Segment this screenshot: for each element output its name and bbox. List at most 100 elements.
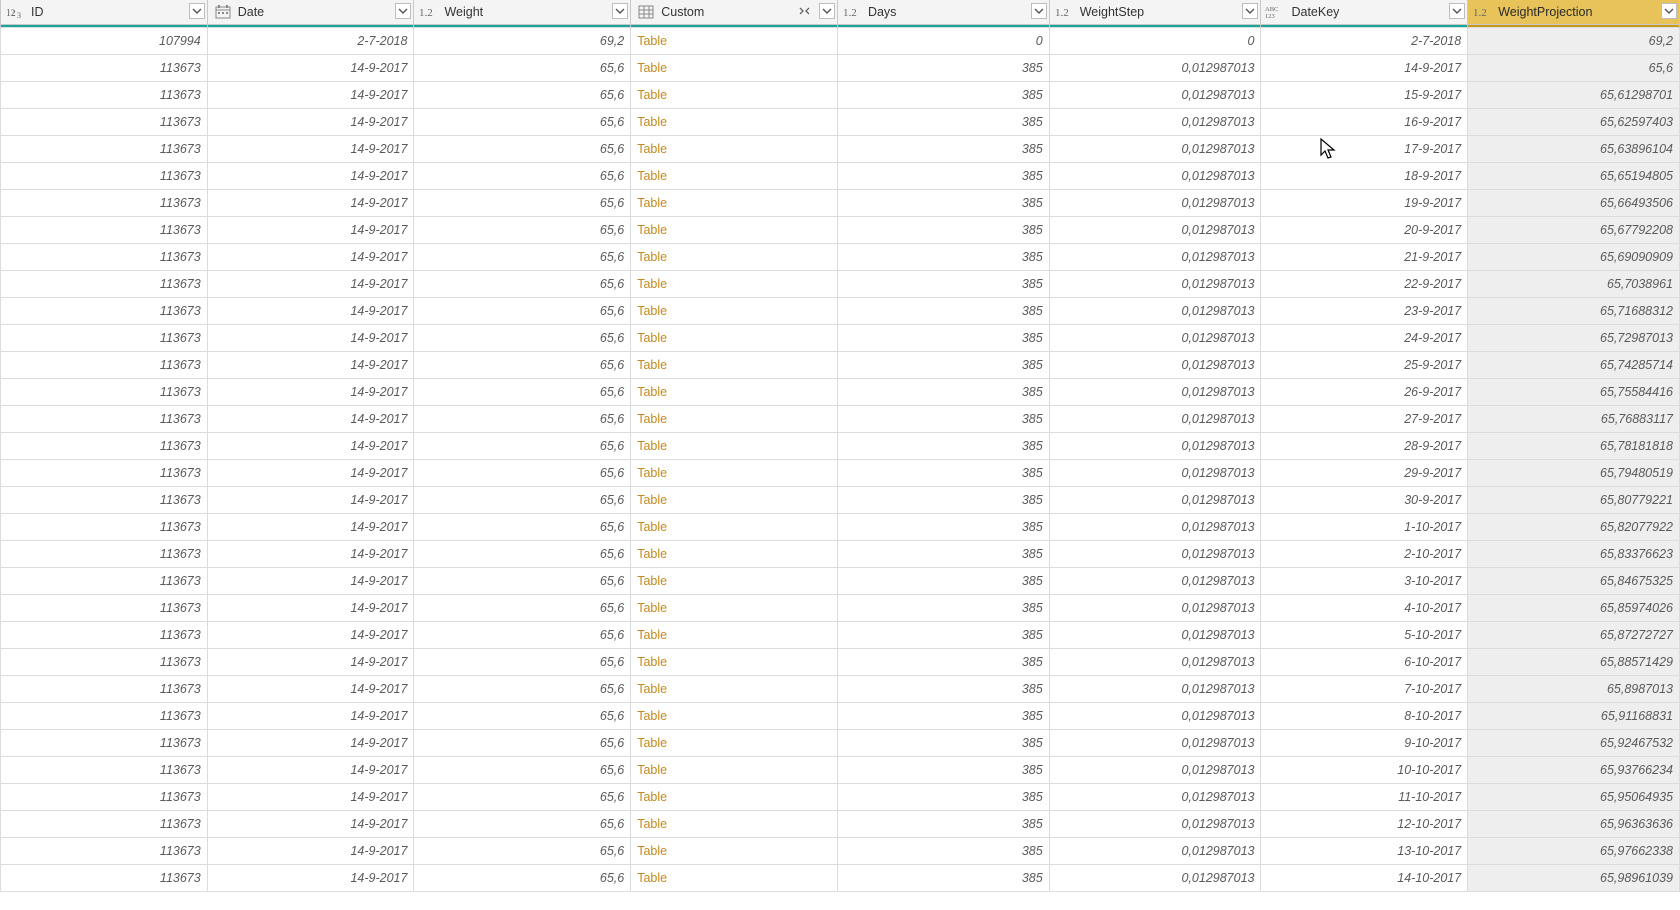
cell-proj[interactable]: 65,85974026: [1468, 595, 1680, 622]
cell-days[interactable]: 385: [837, 838, 1049, 865]
cell-proj[interactable]: 65,82077922: [1468, 514, 1680, 541]
cell-id[interactable]: 113673: [1, 703, 208, 730]
cell-proj[interactable]: 65,87272727: [1468, 622, 1680, 649]
cell-weight[interactable]: 65,6: [414, 784, 631, 811]
cell-datekey[interactable]: 18-9-2017: [1261, 163, 1468, 190]
column-header-id[interactable]: 123ID: [1, 0, 208, 25]
cell-date[interactable]: 14-9-2017: [207, 109, 414, 136]
int-type-icon[interactable]: 123: [5, 3, 27, 21]
column-filter-button[interactable]: [819, 3, 835, 19]
cell-date[interactable]: 14-9-2017: [207, 784, 414, 811]
cell-step[interactable]: 0,012987013: [1049, 757, 1261, 784]
cell-weight[interactable]: 65,6: [414, 352, 631, 379]
cell-proj[interactable]: 65,78181818: [1468, 433, 1680, 460]
cell-step[interactable]: 0,012987013: [1049, 676, 1261, 703]
cell-datekey[interactable]: 28-9-2017: [1261, 433, 1468, 460]
cell-date[interactable]: 14-9-2017: [207, 217, 414, 244]
cell-custom[interactable]: Table: [631, 28, 838, 55]
cell-datekey[interactable]: 2-10-2017: [1261, 541, 1468, 568]
cell-datekey[interactable]: 22-9-2017: [1261, 271, 1468, 298]
cell-days[interactable]: 385: [837, 784, 1049, 811]
cell-date[interactable]: 14-9-2017: [207, 487, 414, 514]
table-row[interactable]: 11367314-9-201765,6Table3850,01298701326…: [1, 379, 1680, 406]
cell-proj[interactable]: 65,72987013: [1468, 325, 1680, 352]
cell-date[interactable]: 14-9-2017: [207, 757, 414, 784]
cell-step[interactable]: 0,012987013: [1049, 190, 1261, 217]
cell-custom[interactable]: Table: [631, 865, 838, 892]
cell-date[interactable]: 14-9-2017: [207, 190, 414, 217]
column-header-datekey[interactable]: ABC123DateKey: [1261, 0, 1468, 25]
column-filter-button[interactable]: [395, 3, 411, 19]
cell-weight[interactable]: 65,6: [414, 460, 631, 487]
cell-days[interactable]: 385: [837, 730, 1049, 757]
cell-custom[interactable]: Table: [631, 325, 838, 352]
cell-step[interactable]: 0,012987013: [1049, 541, 1261, 568]
cell-custom[interactable]: Table: [631, 541, 838, 568]
cell-date[interactable]: 14-9-2017: [207, 379, 414, 406]
cell-weight[interactable]: 65,6: [414, 622, 631, 649]
table-row[interactable]: 11367314-9-201765,6Table3850,01298701310…: [1, 757, 1680, 784]
cell-proj[interactable]: 65,6: [1468, 55, 1680, 82]
cell-step[interactable]: 0,012987013: [1049, 514, 1261, 541]
cell-proj[interactable]: 65,84675325: [1468, 568, 1680, 595]
cell-step[interactable]: 0,012987013: [1049, 352, 1261, 379]
cell-custom[interactable]: Table: [631, 55, 838, 82]
table-row[interactable]: 11367314-9-201765,6Table3850,0129870134-…: [1, 595, 1680, 622]
cell-id[interactable]: 113673: [1, 595, 208, 622]
cell-id[interactable]: 113673: [1, 136, 208, 163]
cell-step[interactable]: 0,012987013: [1049, 622, 1261, 649]
cell-days[interactable]: 385: [837, 757, 1049, 784]
table-row[interactable]: 11367314-9-201765,6Table3850,0129870135-…: [1, 622, 1680, 649]
column-filter-button[interactable]: [1242, 3, 1258, 19]
cell-days[interactable]: 385: [837, 568, 1049, 595]
cell-id[interactable]: 113673: [1, 406, 208, 433]
cell-days[interactable]: 385: [837, 676, 1049, 703]
cell-custom[interactable]: Table: [631, 595, 838, 622]
table-row[interactable]: 11367314-9-201765,6Table3850,01298701327…: [1, 406, 1680, 433]
cell-datekey[interactable]: 7-10-2017: [1261, 676, 1468, 703]
column-filter-button[interactable]: [1661, 3, 1677, 19]
cell-custom[interactable]: Table: [631, 379, 838, 406]
cell-datekey[interactable]: 5-10-2017: [1261, 622, 1468, 649]
cell-days[interactable]: 385: [837, 190, 1049, 217]
cell-days[interactable]: 385: [837, 109, 1049, 136]
decimal-type-icon[interactable]: 1.2: [842, 3, 864, 21]
cell-date[interactable]: 14-9-2017: [207, 244, 414, 271]
cell-days[interactable]: 385: [837, 55, 1049, 82]
cell-custom[interactable]: Table: [631, 676, 838, 703]
cell-days[interactable]: 385: [837, 352, 1049, 379]
cell-weight[interactable]: 65,6: [414, 55, 631, 82]
cell-id[interactable]: 113673: [1, 82, 208, 109]
cell-days[interactable]: 385: [837, 406, 1049, 433]
cell-proj[interactable]: 65,92467532: [1468, 730, 1680, 757]
cell-step[interactable]: 0,012987013: [1049, 55, 1261, 82]
expand-column-icon[interactable]: [797, 4, 815, 18]
cell-id[interactable]: 113673: [1, 352, 208, 379]
cell-proj[interactable]: 65,76883117: [1468, 406, 1680, 433]
column-header-custom[interactable]: Custom: [631, 0, 838, 25]
table-row[interactable]: 11367314-9-201765,6Table3850,01298701314…: [1, 865, 1680, 892]
cell-datekey[interactable]: 30-9-2017: [1261, 487, 1468, 514]
cell-proj[interactable]: 65,74285714: [1468, 352, 1680, 379]
table-row[interactable]: 11367314-9-201765,6Table3850,0129870137-…: [1, 676, 1680, 703]
cell-weight[interactable]: 65,6: [414, 163, 631, 190]
cell-id[interactable]: 113673: [1, 865, 208, 892]
cell-date[interactable]: 14-9-2017: [207, 460, 414, 487]
cell-step[interactable]: 0,012987013: [1049, 163, 1261, 190]
cell-custom[interactable]: Table: [631, 82, 838, 109]
cell-step[interactable]: 0,012987013: [1049, 325, 1261, 352]
cell-step[interactable]: 0,012987013: [1049, 136, 1261, 163]
cell-weight[interactable]: 65,6: [414, 406, 631, 433]
cell-custom[interactable]: Table: [631, 757, 838, 784]
cell-date[interactable]: 14-9-2017: [207, 325, 414, 352]
table-row[interactable]: 11367314-9-201765,6Table3850,01298701325…: [1, 352, 1680, 379]
cell-step[interactable]: 0,012987013: [1049, 244, 1261, 271]
cell-datekey[interactable]: 9-10-2017: [1261, 730, 1468, 757]
column-filter-button[interactable]: [1449, 3, 1465, 19]
table-row[interactable]: 11367314-9-201765,6Table3850,0129870139-…: [1, 730, 1680, 757]
cell-proj[interactable]: 65,62597403: [1468, 109, 1680, 136]
table-row[interactable]: 11367314-9-201765,6Table3850,01298701317…: [1, 136, 1680, 163]
cell-id[interactable]: 113673: [1, 622, 208, 649]
cell-step[interactable]: 0,012987013: [1049, 838, 1261, 865]
cell-id[interactable]: 113673: [1, 433, 208, 460]
